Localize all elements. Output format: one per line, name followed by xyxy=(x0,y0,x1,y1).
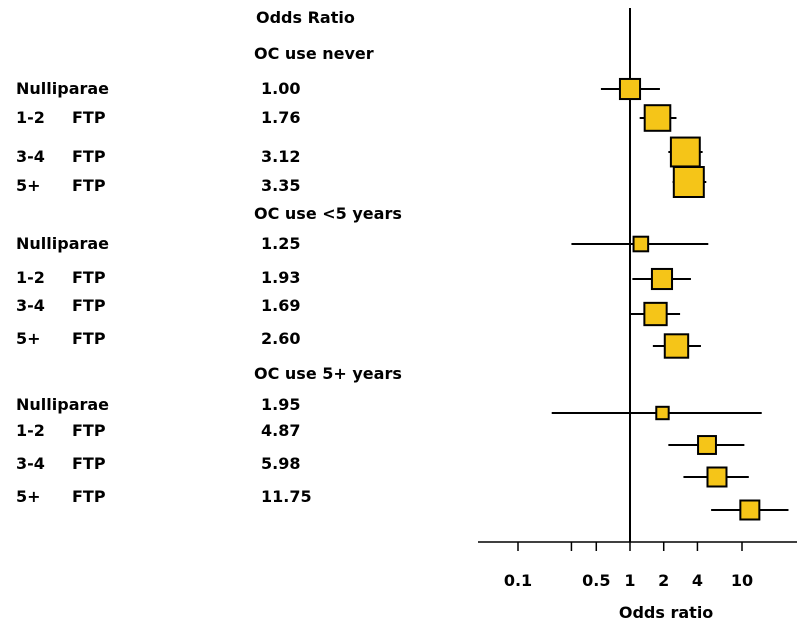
row-label: 1-2 xyxy=(16,108,45,127)
x-tick-label: 2 xyxy=(658,571,669,590)
or-marker xyxy=(706,466,728,488)
row-label: 1-2 xyxy=(16,268,45,287)
row-sublabel: FTP xyxy=(72,421,106,440)
row-label: Nulliparae xyxy=(16,79,110,98)
row-label: Nulliparae xyxy=(16,234,110,253)
x-tick-label: 0.5 xyxy=(582,571,610,590)
x-tick-label: 4 xyxy=(692,571,703,590)
row-label: 3-4 xyxy=(16,147,45,166)
row-label: 1-2 xyxy=(16,421,45,440)
odds-ratio-value: 5.98 xyxy=(261,454,301,473)
row-sublabel: FTP xyxy=(72,108,106,127)
x-tick-label: 1 xyxy=(624,571,635,590)
odds-ratio-value: 3.12 xyxy=(261,147,301,166)
row-sublabel: FTP xyxy=(72,296,106,315)
row-sublabel: FTP xyxy=(72,487,106,506)
or-marker xyxy=(739,499,761,521)
row-sublabel: FTP xyxy=(72,176,106,195)
group-title: OC use <5 years xyxy=(254,204,402,223)
row-label: 3-4 xyxy=(16,296,45,315)
x-axis-label: Odds ratio xyxy=(619,603,713,622)
row-label: 5+ xyxy=(16,329,41,348)
group-title: OC use never xyxy=(254,44,374,63)
or-marker xyxy=(663,333,690,359)
x-tick-label: 10 xyxy=(731,571,753,590)
odds-ratio-value: 4.87 xyxy=(261,421,301,440)
odds-ratio-header: Odds Ratio xyxy=(256,8,355,27)
row-label: 5+ xyxy=(16,176,41,195)
or-marker xyxy=(643,104,672,132)
row-sublabel: FTP xyxy=(72,268,106,287)
or-marker xyxy=(643,301,668,327)
row-label: 3-4 xyxy=(16,454,45,473)
row-sublabel: FTP xyxy=(72,147,106,166)
or-marker xyxy=(669,136,701,168)
group-title: OC use 5+ years xyxy=(254,364,402,383)
odds-ratio-value: 11.75 xyxy=(261,487,312,506)
x-tick-label: 0.1 xyxy=(504,571,532,590)
row-label: Nulliparae xyxy=(16,395,110,414)
or-marker xyxy=(632,235,650,253)
odds-ratio-value: 3.35 xyxy=(261,176,301,195)
odds-ratio-value: 2.60 xyxy=(261,329,301,348)
odds-ratio-value: 1.93 xyxy=(261,268,301,287)
or-marker xyxy=(618,77,642,101)
odds-ratio-value: 1.00 xyxy=(261,79,301,98)
or-marker xyxy=(672,166,705,198)
row-label: 5+ xyxy=(16,487,41,506)
odds-ratio-value: 1.76 xyxy=(261,108,301,127)
odds-ratio-value: 1.95 xyxy=(261,395,301,414)
row-sublabel: FTP xyxy=(72,329,106,348)
row-sublabel: FTP xyxy=(72,454,106,473)
odds-ratio-value: 1.25 xyxy=(261,234,301,253)
or-marker xyxy=(697,435,717,455)
odds-ratio-value: 1.69 xyxy=(261,296,301,315)
or-marker xyxy=(655,405,670,421)
or-marker xyxy=(650,267,674,291)
